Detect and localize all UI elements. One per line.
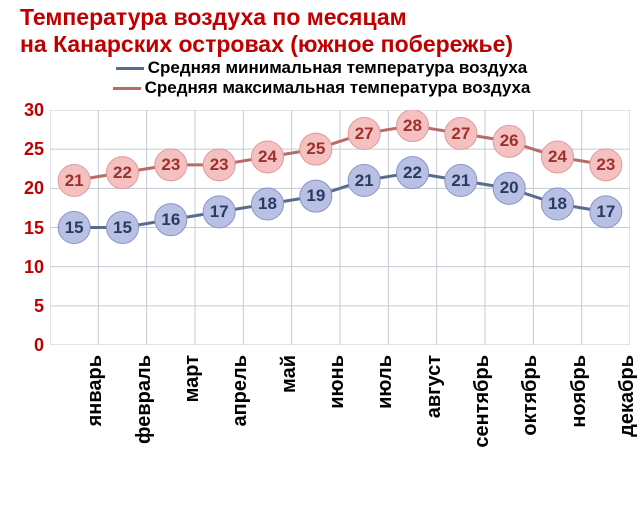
- data-point: [590, 196, 622, 228]
- chart-legend: Средняя минимальная температура воздухаС…: [0, 58, 643, 98]
- legend-label: Средняя минимальная температура воздуха: [148, 58, 528, 78]
- data-point: [58, 212, 90, 244]
- data-point: [155, 149, 187, 181]
- y-axis-label: 0: [10, 335, 44, 356]
- x-axis-label: август: [423, 355, 446, 475]
- y-axis-label: 20: [10, 178, 44, 199]
- chart-container: Температура воздуха по месяцам на Канарс…: [0, 0, 643, 506]
- x-axis-label: октябрь: [519, 355, 542, 475]
- data-point: [493, 172, 525, 204]
- data-point: [203, 196, 235, 228]
- data-point: [107, 157, 139, 189]
- y-axis-label: 25: [10, 139, 44, 160]
- data-point: [155, 204, 187, 236]
- data-point: [252, 188, 284, 220]
- y-axis-label: 30: [10, 100, 44, 121]
- data-point: [300, 133, 332, 165]
- x-axis-label: апрель: [229, 355, 252, 475]
- x-axis-label: июнь: [326, 355, 349, 475]
- x-axis-label: май: [278, 355, 301, 475]
- data-point: [58, 165, 90, 197]
- legend-swatch: [113, 87, 141, 90]
- data-point: [300, 180, 332, 212]
- x-axis-label: сентябрь: [471, 355, 494, 475]
- title-line-1: Температура воздуха по месяцам: [20, 4, 513, 31]
- data-point: [445, 165, 477, 197]
- data-point: [252, 141, 284, 173]
- chart-title: Температура воздуха по месяцам на Канарс…: [20, 4, 513, 58]
- data-point: [542, 141, 574, 173]
- data-point: [445, 118, 477, 150]
- x-axis-label: февраль: [133, 355, 156, 475]
- legend-item: Средняя минимальная температура воздуха: [0, 58, 643, 78]
- data-point: [493, 125, 525, 157]
- legend-swatch: [116, 67, 144, 70]
- title-line-2: на Канарских островах (южное побережье): [20, 31, 513, 58]
- data-point: [590, 149, 622, 181]
- data-point: [542, 188, 574, 220]
- chart-plot-area: 051015202530январьфевральмартапрельмайию…: [50, 110, 630, 345]
- data-point: [348, 118, 380, 150]
- data-point: [397, 157, 429, 189]
- legend-label: Средняя максимальная температура воздуха: [145, 78, 531, 98]
- x-axis-label: декабрь: [616, 355, 639, 475]
- x-axis-label: июль: [374, 355, 397, 475]
- y-axis-label: 5: [10, 296, 44, 317]
- legend-item: Средняя максимальная температура воздуха: [0, 78, 643, 98]
- y-axis-label: 15: [10, 218, 44, 239]
- x-axis-label: март: [181, 355, 204, 475]
- y-axis-label: 10: [10, 257, 44, 278]
- data-point: [397, 110, 429, 142]
- data-point: [203, 149, 235, 181]
- plot-svg: [50, 110, 630, 345]
- x-axis-label: январь: [84, 355, 107, 475]
- data-point: [107, 212, 139, 244]
- data-point: [348, 165, 380, 197]
- x-axis-label: ноябрь: [568, 355, 591, 475]
